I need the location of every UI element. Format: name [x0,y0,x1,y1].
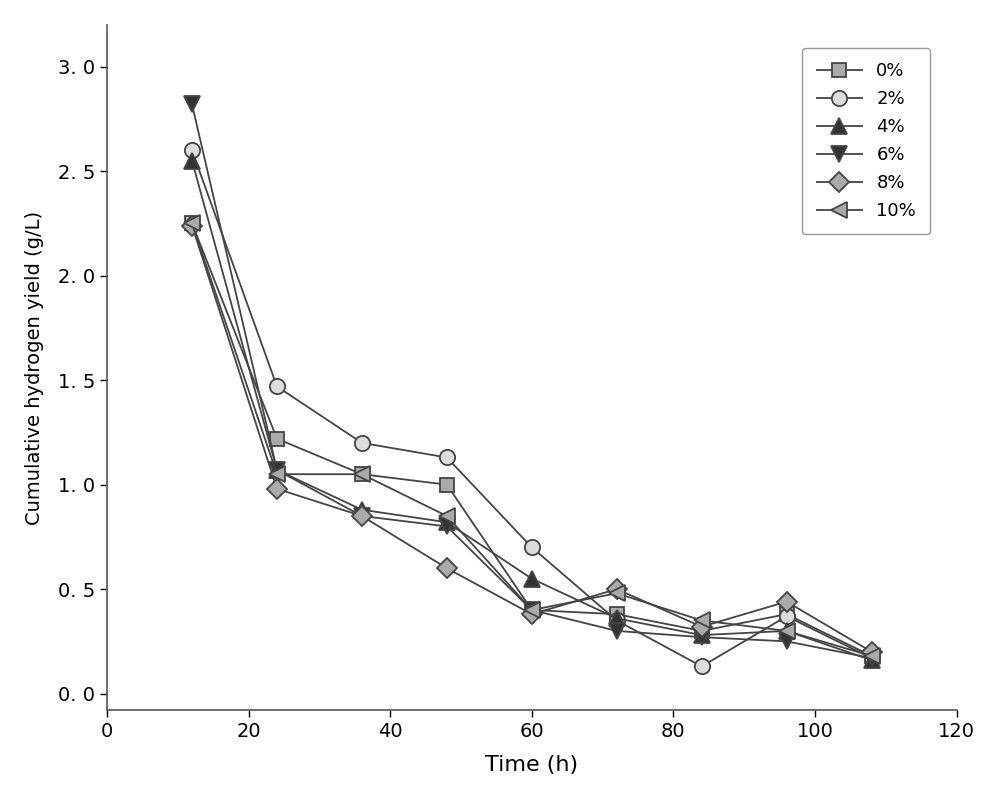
Y-axis label: Cumulative hydrogen yield (g/L): Cumulative hydrogen yield (g/L) [25,210,44,525]
X-axis label: Time (h): Time (h) [485,755,578,775]
Legend: 0%, 2%, 4%, 6%, 8%, 10%: 0%, 2%, 4%, 6%, 8%, 10% [802,48,930,234]
